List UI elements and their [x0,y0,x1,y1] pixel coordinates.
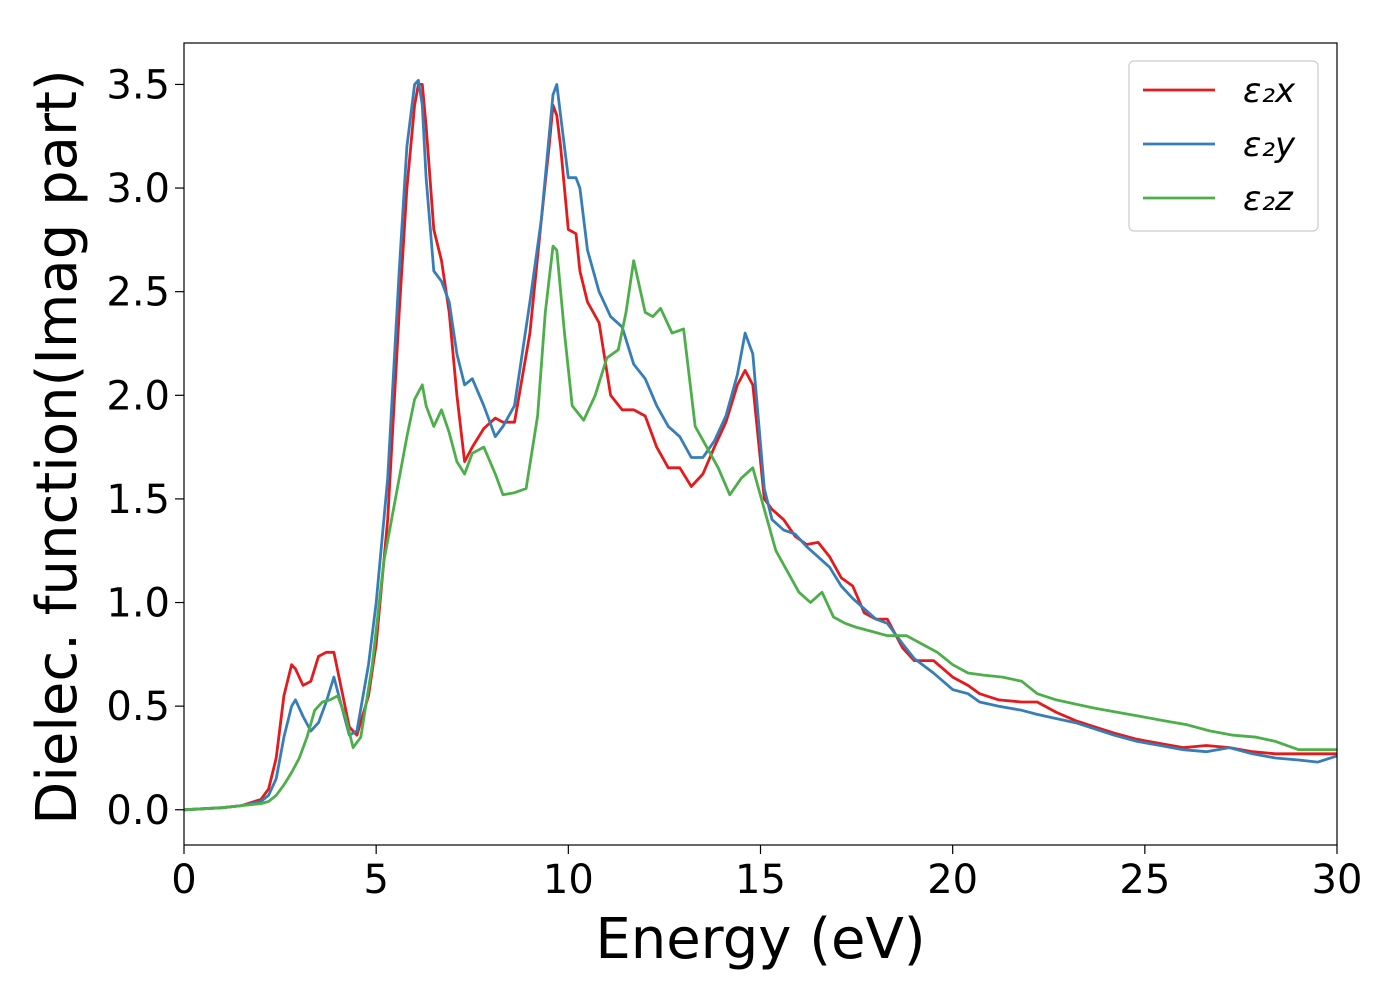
legend: ε₂x ε₂y ε₂z [1128,60,1319,232]
legend-item: ε₂x [1143,71,1296,111]
y-tick-label: 2.5 [106,270,170,316]
x-axis-ticks: 0 5 10 15 20 25 30 [171,845,1362,903]
y-tick-label: 3.5 [106,62,170,108]
y-tick-label: 3.0 [106,166,170,212]
x-tick-label: 15 [735,857,786,903]
series-line-3 [184,244,1337,812]
series-line-1 [184,83,1337,812]
legend-label: ε₂z [1243,179,1294,219]
y-tick-label: 2.0 [106,373,170,419]
series-line-2 [184,78,1337,812]
plot-lines [184,78,1337,812]
x-tick-label: 20 [927,857,978,903]
y-tick-label: 1.0 [106,581,170,627]
y-tick-label: 1.5 [106,477,170,523]
y-axis-label: Dielec. function(Imag part) [25,69,90,825]
y-tick-label: 0.0 [106,788,170,834]
x-axis-label: Energy (eV) [595,907,925,972]
legend-item: ε₂z [1143,179,1294,219]
legend-item: ε₂y [1143,125,1296,165]
legend-box [1128,60,1319,232]
legend-label: ε₂y [1243,125,1296,165]
legend-label: ε₂x [1243,71,1296,111]
x-tick-label: 30 [1312,857,1363,903]
x-tick-label: 25 [1119,857,1170,903]
x-tick-label: 0 [171,857,196,903]
y-axis-ticks: 0.0 0.5 1.0 1.5 2.0 2.5 3.0 3.5 [106,62,184,834]
x-tick-label: 5 [363,857,388,903]
x-tick-label: 10 [543,857,594,903]
y-tick-label: 0.5 [106,684,170,730]
